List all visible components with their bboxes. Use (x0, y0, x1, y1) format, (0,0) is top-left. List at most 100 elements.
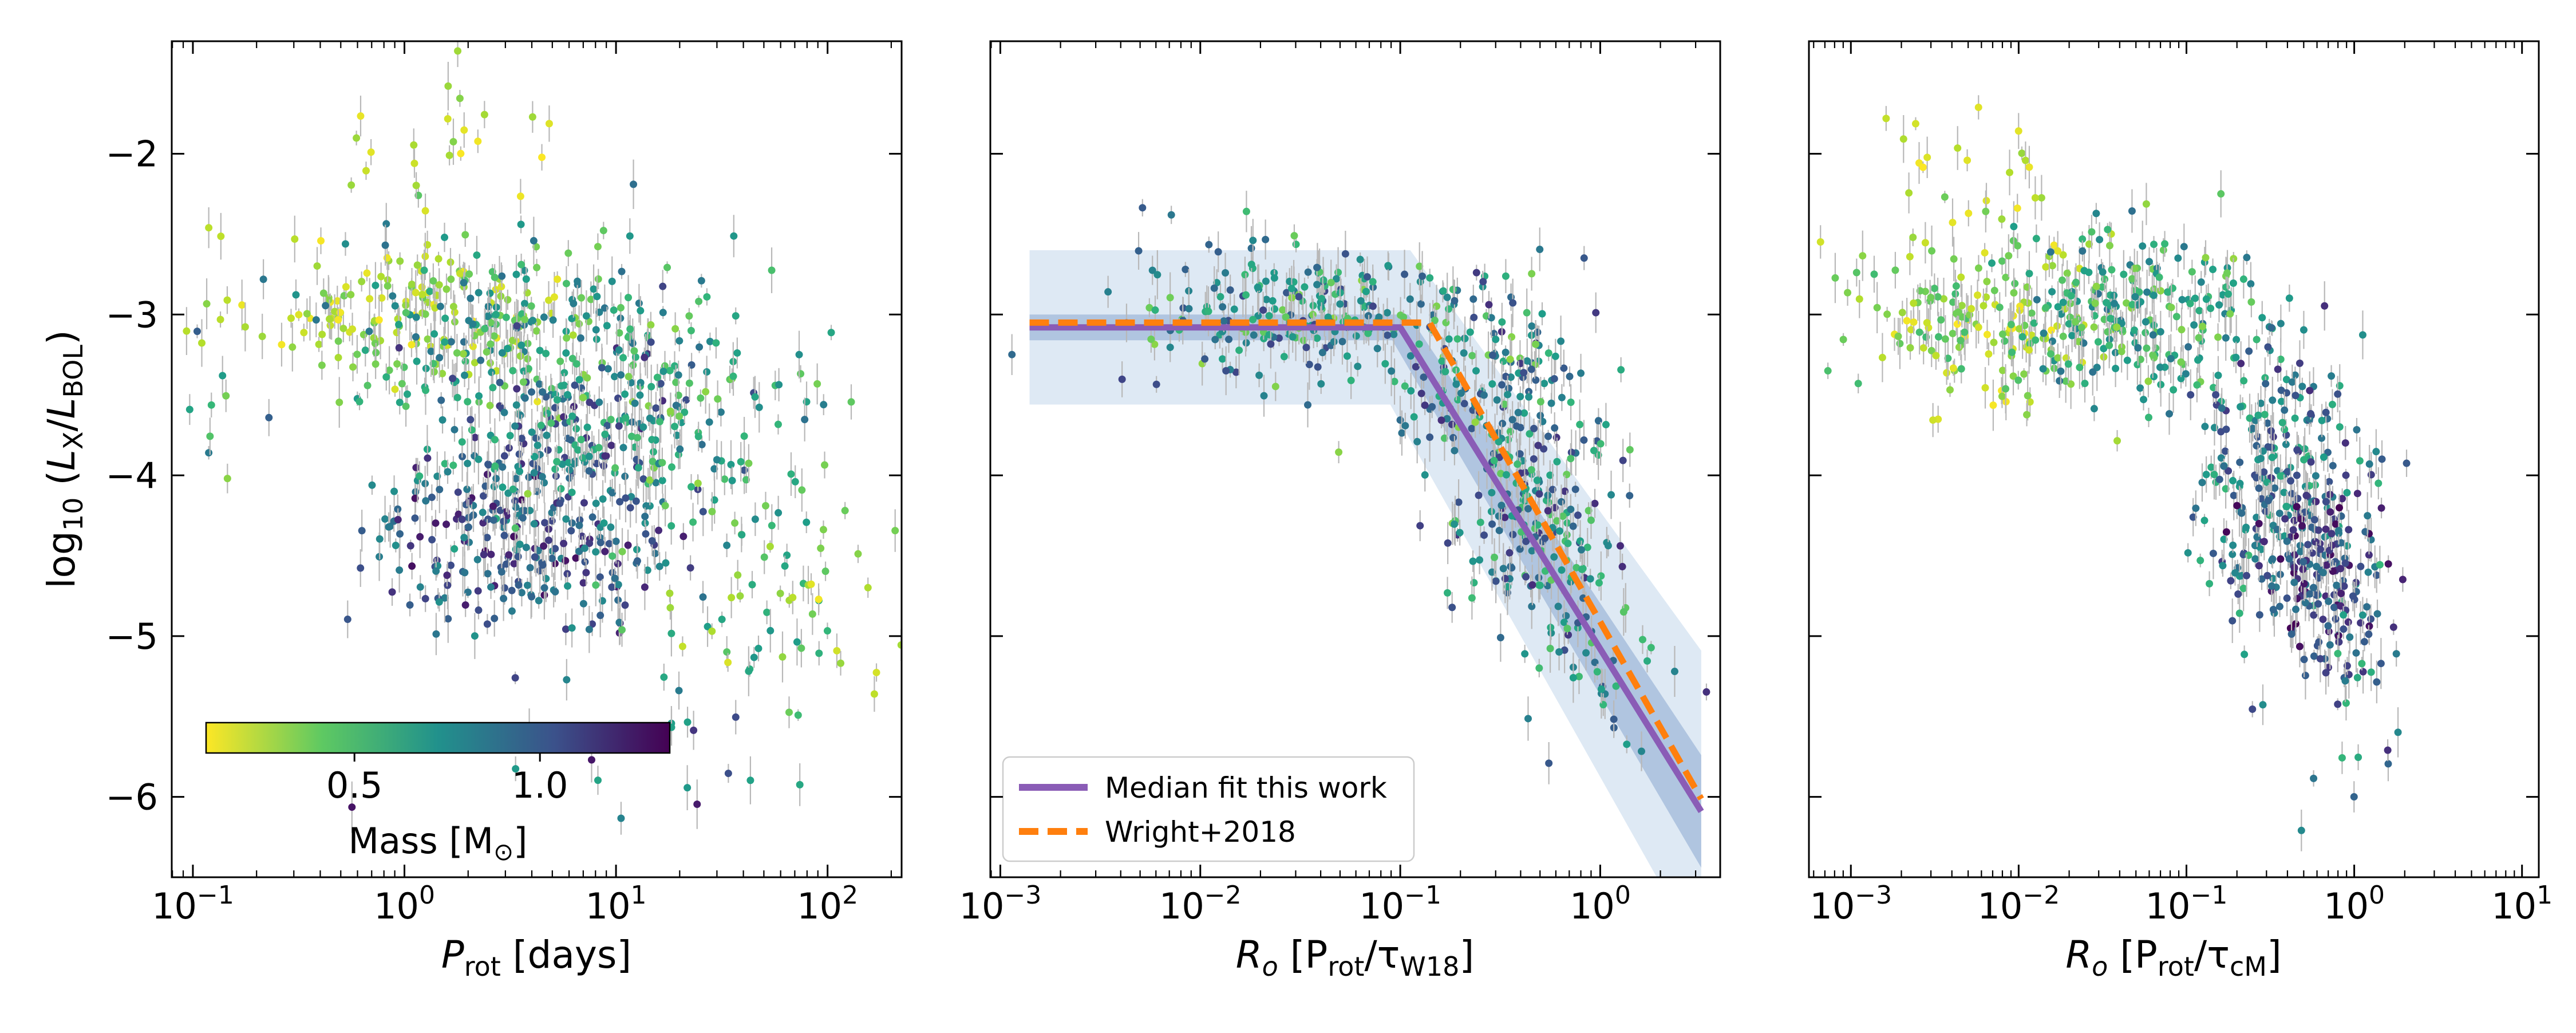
data-point (1147, 336, 1155, 343)
data-point (441, 314, 449, 322)
x-tick-label: 102 (797, 881, 858, 927)
data-point (265, 414, 272, 421)
data-point (300, 329, 307, 336)
data-point (562, 515, 570, 523)
data-point (408, 341, 415, 348)
data-point (366, 328, 373, 335)
data-point (1617, 366, 1625, 373)
data-point (824, 627, 831, 634)
data-point (1455, 498, 1463, 506)
data-point (652, 404, 659, 412)
data-point (428, 536, 436, 543)
data-point (2332, 616, 2340, 623)
data-point (725, 770, 732, 777)
data-point (2174, 254, 2182, 262)
data-point (1949, 330, 1957, 337)
data-point (675, 687, 683, 694)
data-point (696, 344, 703, 351)
data-point (1638, 748, 1645, 755)
x-tick-label: 10−3 (959, 881, 1042, 927)
data-point (801, 416, 808, 423)
data-point (1494, 396, 1501, 404)
data-point (464, 460, 471, 467)
data-point (2207, 305, 2214, 312)
data-point (817, 545, 824, 552)
data-point (1954, 320, 1961, 328)
data-point (1008, 351, 1016, 358)
data-point (667, 408, 674, 415)
data-point (437, 303, 444, 310)
data-point (186, 406, 193, 413)
data-point (1528, 603, 1535, 610)
data-point (410, 141, 417, 149)
data-point (1290, 232, 1298, 239)
data-point (2143, 345, 2150, 352)
data-point (564, 250, 572, 257)
data-point (548, 555, 556, 562)
data-point (762, 502, 769, 510)
data-point (292, 291, 299, 298)
data-point (698, 277, 705, 285)
data-point (491, 332, 498, 340)
colorbar-tick-label: 1.0 (512, 764, 568, 806)
data-point (619, 444, 627, 451)
data-point (2372, 448, 2380, 455)
data-point (1532, 376, 1539, 384)
data-point (563, 676, 570, 684)
data-point (501, 532, 508, 539)
data-point (517, 352, 524, 360)
data-point (2190, 321, 2198, 329)
data-point (1374, 345, 1381, 352)
data-point (1480, 531, 1488, 539)
data-point (2290, 579, 2298, 586)
data-point (451, 545, 458, 553)
data-point (317, 237, 325, 245)
data-point (2270, 606, 2277, 613)
data-point (2049, 337, 2056, 345)
data-point (635, 299, 643, 307)
data-point (621, 472, 629, 480)
data-point (1452, 381, 1460, 388)
data-point (1480, 392, 1488, 399)
data-point (1610, 716, 1618, 723)
legend: Median fit this work Wright+2018 (1003, 757, 1414, 861)
data-point (718, 616, 726, 623)
data-point (2286, 555, 2293, 562)
data-point (2180, 243, 2188, 250)
data-point (2194, 356, 2202, 364)
data-point (668, 463, 675, 471)
data-point (1470, 314, 1477, 321)
data-point (593, 293, 600, 300)
data-point (1444, 539, 1452, 547)
data-point (594, 776, 602, 784)
data-point (475, 587, 482, 594)
data-point (500, 518, 507, 525)
data-point (217, 316, 224, 323)
data-point (1536, 246, 1543, 253)
data-point (1336, 300, 1344, 307)
data-point (815, 596, 823, 603)
data-point (456, 270, 464, 277)
data-point (455, 488, 462, 496)
data-point (1990, 339, 1997, 346)
data-point (439, 416, 447, 424)
data-point (2202, 254, 2210, 261)
data-point (1509, 416, 1516, 423)
y-tick-label: −3 (106, 294, 158, 336)
data-point (2010, 223, 2017, 230)
data-point (531, 553, 539, 561)
data-point (1988, 259, 1996, 267)
data-point (2301, 580, 2308, 588)
data-point (2142, 318, 2150, 326)
data-point (2337, 590, 2345, 597)
data-point (1364, 330, 1372, 337)
data-point (2223, 269, 2231, 277)
data-point (1550, 553, 1558, 561)
data-point (1514, 460, 1521, 468)
data-point (408, 562, 416, 570)
data-point (449, 374, 456, 382)
data-point (971, 662, 978, 669)
data-point (650, 448, 657, 456)
data-point (547, 419, 555, 427)
data-point (1599, 701, 1607, 708)
